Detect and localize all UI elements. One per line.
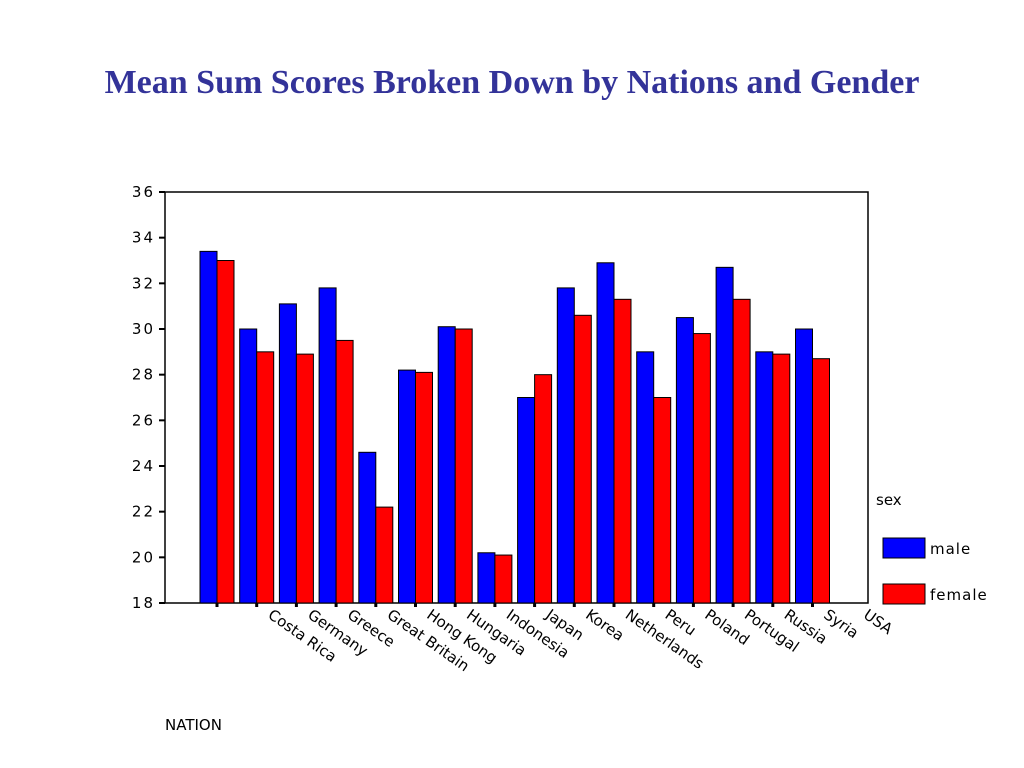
bar: [772, 353, 791, 604]
bar: [517, 397, 536, 604]
bar: [477, 552, 496, 604]
y-tick-label: 24: [132, 457, 155, 475]
bar: [375, 506, 394, 604]
bar: [295, 353, 314, 604]
bar: [812, 358, 830, 604]
y-tick-label: 32: [132, 274, 155, 292]
y-tick-label: 28: [132, 366, 155, 384]
legend-label: male: [930, 540, 971, 558]
legend-swatch: [882, 537, 926, 559]
bar: [398, 369, 416, 604]
bar: [199, 250, 218, 604]
bar: [239, 328, 258, 604]
bar: [596, 262, 615, 604]
bar: [636, 351, 655, 604]
legend-label: female: [930, 586, 988, 604]
bar: [415, 371, 433, 604]
x-tick-label: Poland: [701, 606, 752, 649]
plot-frame: [164, 191, 869, 604]
legend-title: sex: [876, 491, 902, 509]
bar: [715, 266, 734, 604]
bar: [573, 314, 592, 604]
bar: [613, 298, 632, 604]
y-tick-label: 22: [132, 503, 155, 521]
legend-swatch: [882, 583, 926, 605]
bar: [534, 374, 553, 604]
bar: [437, 326, 456, 604]
bar: [454, 328, 473, 604]
bar: [556, 287, 575, 604]
y-tick-label: 36: [132, 183, 155, 201]
bar: [335, 339, 354, 604]
y-tick-label: 20: [132, 548, 155, 566]
y-tick-label: 18: [132, 594, 155, 612]
bar: [653, 397, 672, 604]
x-tick-label: Korea: [582, 606, 627, 645]
bar: [755, 351, 774, 604]
bar: [358, 451, 377, 604]
x-tick-label: USA: [860, 606, 896, 639]
chart-title: Mean Sum Scores Broken Down by Nations a…: [105, 64, 920, 101]
bar: [278, 303, 297, 604]
bar: [732, 298, 751, 604]
y-tick-label: 30: [132, 320, 155, 338]
y-tick-label: 34: [132, 229, 155, 247]
bar: [318, 287, 337, 604]
bar: [494, 554, 513, 604]
bar: [692, 333, 711, 604]
y-tick-label: 26: [132, 411, 155, 429]
bar: [216, 260, 235, 604]
bar: [675, 317, 694, 604]
bar: [256, 351, 275, 604]
bar: [795, 328, 813, 604]
x-axis-label: NATION: [165, 716, 222, 734]
